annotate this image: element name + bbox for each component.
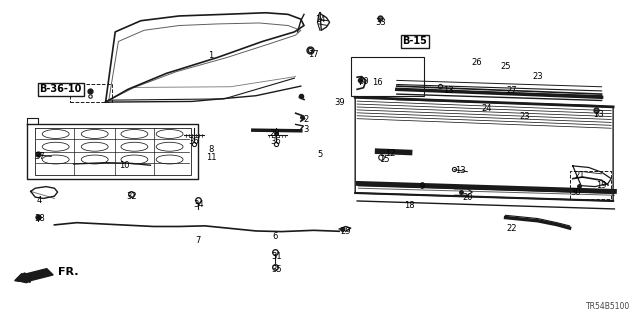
Text: 29: 29	[340, 227, 351, 236]
Text: 18: 18	[404, 201, 415, 210]
Text: 27: 27	[507, 86, 517, 95]
Text: 7: 7	[196, 236, 201, 245]
Text: 4: 4	[37, 197, 42, 205]
Text: 36: 36	[270, 137, 280, 146]
Text: 36: 36	[188, 137, 198, 146]
Text: 6: 6	[273, 232, 278, 241]
Text: 25: 25	[500, 63, 511, 71]
Text: 16: 16	[372, 78, 383, 87]
Text: 15: 15	[379, 155, 389, 164]
Text: 33: 33	[376, 18, 386, 27]
Text: 30: 30	[571, 189, 581, 197]
Text: 32: 32	[126, 192, 136, 201]
Text: 19: 19	[596, 181, 607, 189]
Text: 1: 1	[209, 51, 214, 60]
Text: 22: 22	[507, 224, 517, 233]
Text: 24: 24	[481, 104, 492, 113]
Text: 23: 23	[520, 112, 530, 121]
Text: 39: 39	[334, 98, 344, 107]
FancyArrow shape	[15, 269, 53, 282]
Text: 3: 3	[303, 125, 308, 134]
Text: 20: 20	[462, 193, 472, 202]
Text: 5: 5	[317, 150, 323, 159]
Text: 28: 28	[270, 130, 280, 138]
Text: FR.: FR.	[58, 267, 78, 277]
Text: 33: 33	[593, 110, 604, 119]
Text: B-36-10: B-36-10	[40, 84, 82, 94]
Text: B-15: B-15	[403, 36, 427, 47]
Text: 12: 12	[385, 149, 396, 158]
Text: TR54B5100: TR54B5100	[586, 302, 630, 311]
Text: 9: 9	[420, 182, 425, 191]
Text: 14: 14	[315, 15, 325, 24]
Text: 13: 13	[443, 86, 453, 95]
Text: 31: 31	[271, 252, 282, 261]
Text: 35: 35	[271, 265, 282, 274]
Text: 8: 8	[209, 145, 214, 154]
Text: 30: 30	[358, 77, 369, 86]
Text: 21: 21	[574, 171, 584, 180]
Text: 23: 23	[532, 72, 543, 81]
Text: 10: 10	[120, 161, 130, 170]
Text: 37: 37	[35, 152, 45, 161]
Text: 17: 17	[308, 50, 319, 59]
Text: 11: 11	[206, 153, 216, 162]
Text: 34: 34	[193, 200, 204, 209]
Text: 13: 13	[456, 166, 466, 175]
Text: 38: 38	[35, 214, 45, 223]
Text: 26: 26	[472, 58, 482, 67]
Text: 2: 2	[303, 115, 308, 124]
